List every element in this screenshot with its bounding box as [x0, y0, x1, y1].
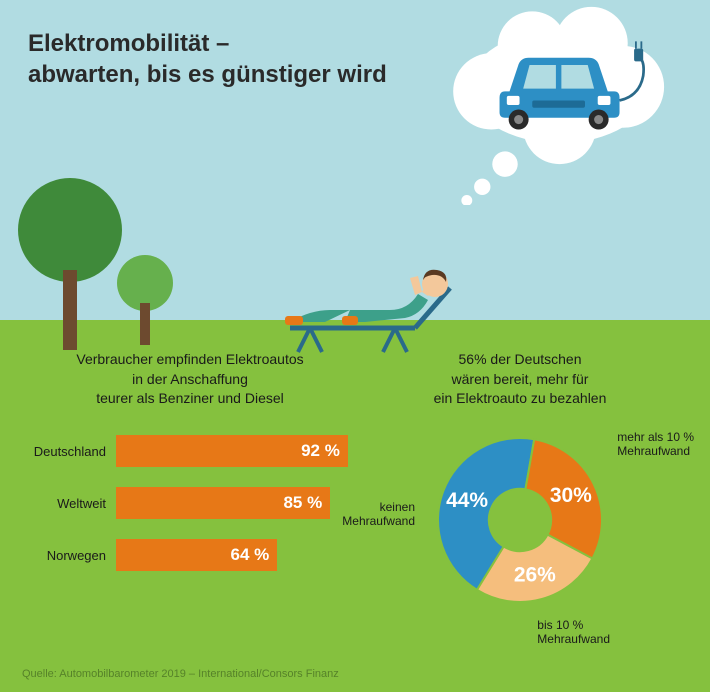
- slice-label-none: keinenMehraufwand: [342, 500, 415, 529]
- bar-label: Norwegen: [28, 548, 116, 563]
- main-title: Elektromobilität – abwarten, bis es güns…: [28, 28, 387, 90]
- bar-row: Weltweit 85 %: [28, 487, 368, 519]
- bar-chart-title: Verbraucher empfinden Elektroautosin der…: [75, 350, 305, 409]
- tree-small: [115, 255, 175, 345]
- title-line-2: abwarten, bis es günstiger wird: [28, 61, 387, 88]
- bar-fill: 92 %: [116, 435, 348, 467]
- slice-value: 30%: [550, 484, 592, 507]
- bar-row: Deutschland 92 %: [28, 435, 368, 467]
- slice-value: 26%: [514, 564, 556, 587]
- bar-value: 92 %: [301, 441, 340, 461]
- bar-label: Weltweit: [28, 496, 116, 511]
- donut-chart: 44% 30% 26%: [430, 430, 610, 610]
- slice-label-under-10: bis 10 %Mehraufwand: [537, 618, 610, 647]
- bar-label: Deutschland: [28, 444, 116, 459]
- slice-label-over-10: mehr als 10 %Mehraufwand: [617, 430, 694, 459]
- donut-hole: [489, 489, 551, 551]
- thought-cloud: [430, 5, 680, 205]
- bar-fill: 85 %: [116, 487, 330, 519]
- person-on-chair: [270, 250, 470, 360]
- tree-large: [18, 175, 128, 350]
- source-text: Quelle: Automobilbarometer 2019 – Intern…: [22, 668, 339, 680]
- pie-chart-title: 56% der Deutschenwären bereit, mehr füre…: [410, 350, 630, 409]
- bar-chart: Deutschland 92 % Weltweit 85 % Norwegen …: [28, 435, 368, 591]
- slice-value: 44%: [446, 489, 488, 512]
- bar-row: Norwegen 64 %: [28, 539, 368, 571]
- bar-value: 64 %: [231, 545, 270, 565]
- title-line-1: Elektromobilität –: [28, 30, 229, 57]
- bar-fill: 64 %: [116, 539, 277, 571]
- bar-value: 85 %: [283, 493, 322, 513]
